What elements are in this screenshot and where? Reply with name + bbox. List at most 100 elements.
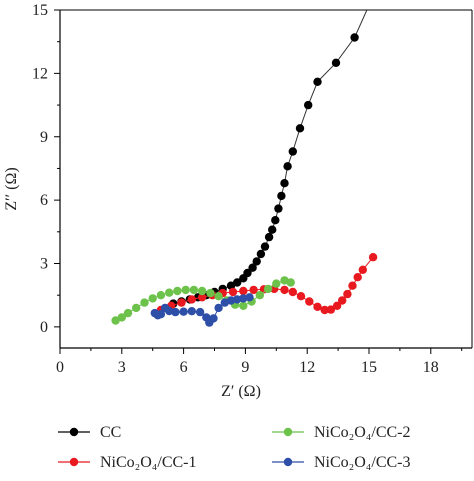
legend-item: NiCo₂O₄/CC-1 <box>58 454 197 471</box>
data-point <box>256 249 266 259</box>
data-point <box>140 298 149 307</box>
legend-label: NiCo₂O₄/CC-3 <box>314 454 411 471</box>
data-point <box>358 265 367 274</box>
data-point <box>239 294 248 303</box>
legend-marker <box>69 457 79 467</box>
data-point <box>171 307 180 317</box>
data-point <box>255 291 264 300</box>
data-point <box>286 278 295 287</box>
y-axis-title: Z′′ (Ω) <box>3 167 20 210</box>
x-tick-label: 9 <box>241 359 249 376</box>
legend-item: NiCo₂O₄/CC-3 <box>272 454 411 471</box>
data-point <box>195 307 205 317</box>
data-point <box>304 100 313 110</box>
data-point <box>173 286 182 296</box>
data-point <box>263 284 273 294</box>
data-point <box>197 293 207 302</box>
data-point <box>280 179 289 188</box>
x-axis-title: Z′ (Ω) <box>221 383 261 400</box>
data-point <box>288 147 297 156</box>
legend-marker <box>283 457 293 467</box>
data-point <box>248 263 257 272</box>
data-point <box>243 268 252 278</box>
data-point <box>252 257 261 266</box>
data-point <box>228 287 238 297</box>
data-point <box>343 289 352 299</box>
data-point <box>331 58 341 67</box>
data-point <box>226 296 236 305</box>
data-point <box>296 292 306 301</box>
legend-label: NiCo₂O₄/CC-1 <box>100 454 197 471</box>
data-point <box>165 306 174 316</box>
data-point <box>239 286 248 296</box>
data-point <box>313 302 322 311</box>
data-point <box>272 279 281 288</box>
data-point <box>332 301 342 310</box>
data-point <box>187 295 196 304</box>
data-point <box>214 292 223 301</box>
data-point <box>313 77 322 87</box>
y-tick-label: 3 <box>40 256 48 273</box>
data-point <box>156 310 166 319</box>
data-point <box>181 285 190 295</box>
data-point <box>165 288 174 297</box>
data-point <box>245 293 254 302</box>
data-point <box>277 191 286 201</box>
y-tick-label: 12 <box>32 65 48 82</box>
data-point <box>206 288 215 298</box>
data-point <box>179 307 188 316</box>
data-point <box>177 298 186 307</box>
data-point <box>368 253 378 262</box>
y-tick-label: 15 <box>32 2 48 19</box>
data-point <box>148 294 157 303</box>
data-point <box>226 281 236 290</box>
data-point <box>187 307 196 316</box>
data-point <box>189 285 199 295</box>
x-tick-label: 6 <box>180 359 188 376</box>
data-point <box>132 303 141 313</box>
data-point <box>209 314 218 323</box>
data-point <box>305 297 314 306</box>
data-point <box>117 313 127 322</box>
legend-marker <box>69 427 79 437</box>
data-point <box>264 232 274 242</box>
data-point <box>268 225 277 234</box>
legend: CC NiCo₂O₄/CC-1 NiCo₂O₄/CC-2 NiCo₂O₄/CC-3 <box>58 424 411 471</box>
series-layer <box>111 9 378 327</box>
data-point <box>233 278 242 287</box>
data-point <box>283 162 292 171</box>
y-tick-label: 6 <box>40 192 48 209</box>
legend-marker <box>283 427 293 437</box>
x-tick-label: 12 <box>299 359 315 376</box>
data-point <box>274 204 283 213</box>
data-point <box>214 303 223 313</box>
data-point <box>295 124 305 133</box>
data-point <box>260 242 270 251</box>
legend-label: NiCo₂O₄/CC-2 <box>314 424 411 441</box>
legend-item: NiCo₂O₄/CC-2 <box>272 424 411 441</box>
data-point <box>123 308 133 318</box>
x-tick-label: 0 <box>56 359 64 376</box>
data-point <box>197 286 207 296</box>
data-point <box>111 316 120 325</box>
y-tick-label: 0 <box>40 319 48 336</box>
legend-label: CC <box>100 424 121 441</box>
data-point <box>156 291 166 300</box>
x-tick-label: 18 <box>423 359 439 376</box>
y-tick-label: 9 <box>40 129 48 146</box>
axes: 0 3 6 9 12 15 18 0 3 6 9 12 15 Z′ (Ω) Z′′ (Ω) <box>3 2 473 400</box>
series-3 <box>150 293 254 327</box>
legend-item: CC <box>58 424 121 441</box>
data-point <box>326 305 336 314</box>
data-point <box>350 33 359 42</box>
data-point <box>249 285 258 295</box>
data-point <box>239 301 248 310</box>
data-point <box>353 273 362 282</box>
series-2 <box>111 276 295 325</box>
data-point <box>280 285 289 295</box>
data-point <box>271 216 280 225</box>
x-tick-label: 15 <box>361 359 377 376</box>
x-tick-label: 3 <box>118 359 126 376</box>
